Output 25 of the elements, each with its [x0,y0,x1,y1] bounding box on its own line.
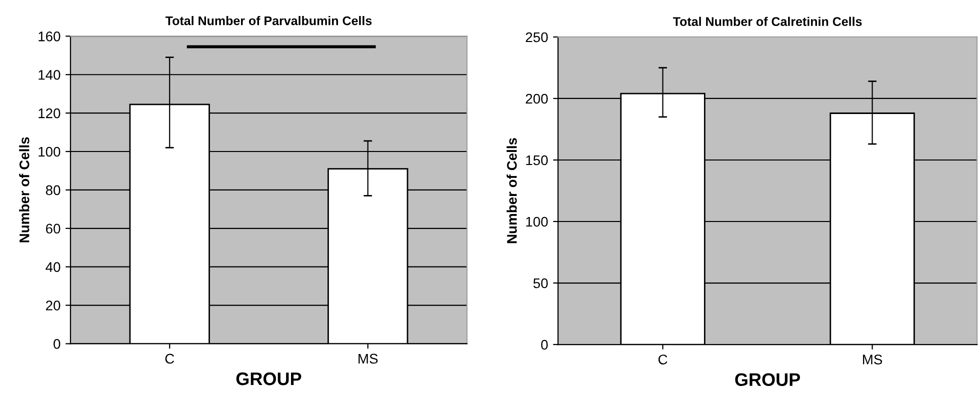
chart-title: Total Number of Parvalbumin Cells [166,16,372,26]
y-axis-title: Number of Cells [19,137,30,242]
x-tick-label: MS [358,354,378,364]
y-tick-label: 0 [541,340,548,350]
chart-title: Total Number of Calretinin Cells [672,16,862,26]
y-tick-label: 50 [533,278,548,288]
y-tick-label: 120 [38,108,60,118]
x-tick-label: C [165,354,174,364]
y-tick-label: 40 [46,262,60,272]
y-axis-title: Number of Cells [506,138,517,244]
y-tick-label: 0 [54,339,60,349]
x-axis-title: GROUP [236,372,302,386]
y-tick-label: 160 [38,32,60,42]
x-axis-title: GROUP [735,373,800,386]
y-tick-label: 150 [526,155,548,166]
y-tick-label: 60 [46,224,60,234]
x-tick-label: C [658,354,668,364]
y-tick-label: 200 [526,94,548,104]
y-tick-label: 80 [46,185,60,196]
x-tick-label: MS [863,354,882,364]
y-tick-label: 100 [38,146,60,157]
y-tick-label: 250 [526,32,548,42]
y-tick-label: 100 [526,216,548,227]
y-tick-label: 20 [46,300,60,310]
y-tick-label: 140 [38,70,60,80]
